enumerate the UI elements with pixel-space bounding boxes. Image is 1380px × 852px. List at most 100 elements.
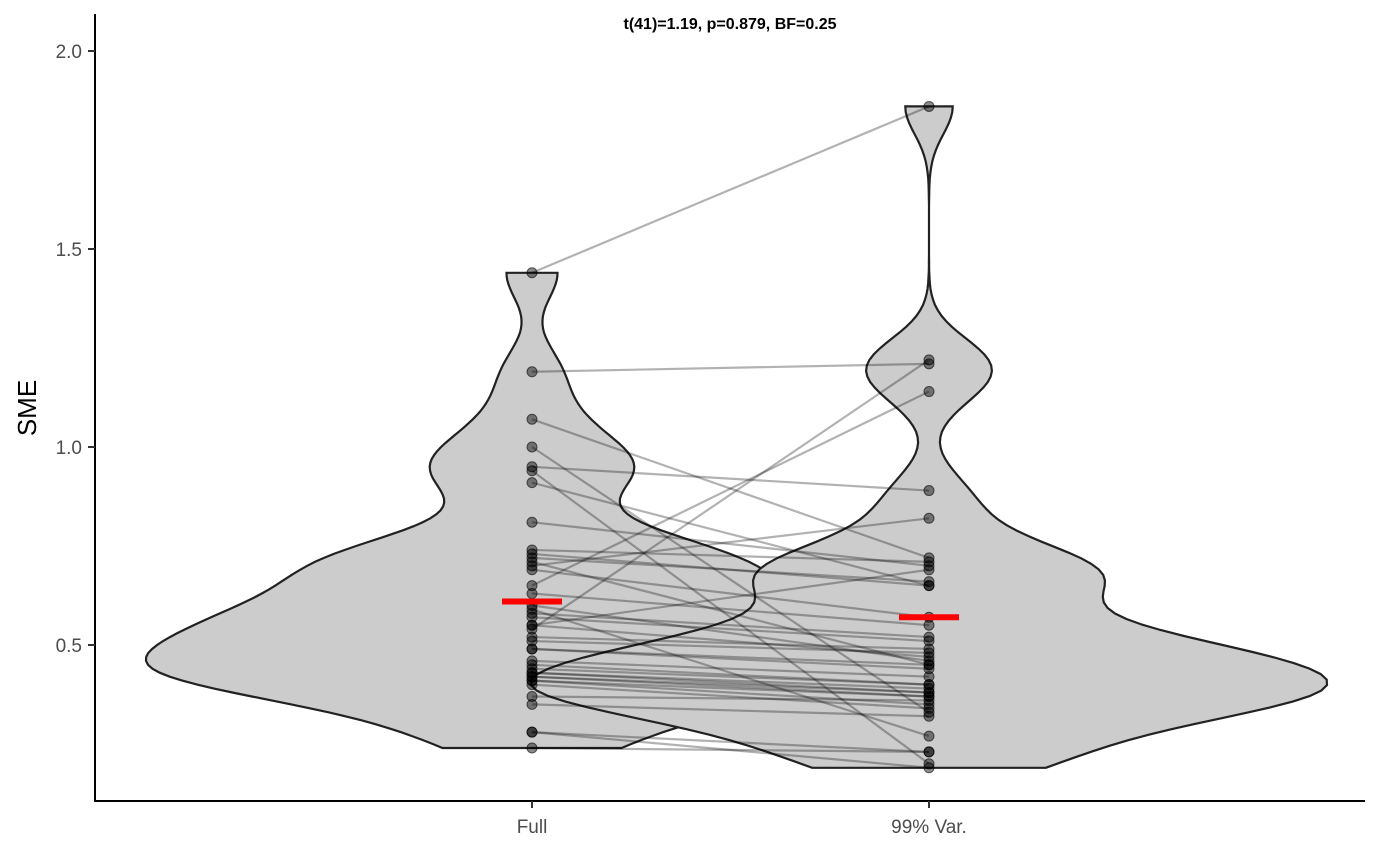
plot-title: t(41)=1.19, p=0.879, BF=0.25 (623, 16, 836, 33)
pair-line (531, 521, 930, 567)
data-point (923, 762, 935, 774)
pair-line (531, 604, 930, 662)
data-point (526, 671, 538, 683)
pair-line (531, 548, 930, 563)
data-point (526, 607, 538, 619)
data-point (923, 698, 935, 710)
data-point (923, 687, 935, 699)
pair-line (531, 647, 930, 670)
pair-line (531, 469, 930, 765)
data-point (526, 441, 538, 453)
pair-line (531, 105, 930, 274)
data-point (526, 635, 538, 647)
data-point (923, 100, 935, 112)
pair-line (531, 358, 930, 631)
data-point (526, 619, 538, 631)
pair-line (531, 556, 930, 583)
pair-line (531, 481, 930, 587)
data-point (923, 556, 935, 568)
pair-line (531, 746, 930, 754)
data-point (526, 564, 538, 576)
data-point (526, 667, 538, 679)
data-point (526, 655, 538, 667)
data-point (526, 544, 538, 556)
data-point (923, 730, 935, 742)
data-point (526, 413, 538, 425)
data-point (923, 655, 935, 667)
data-point (526, 611, 538, 623)
violin-1 (529, 105, 1329, 769)
data-point (526, 556, 538, 568)
pair-line (531, 671, 930, 690)
data-point (923, 619, 935, 631)
y-tick-label: 0.5 (56, 636, 82, 657)
pair-line (531, 362, 930, 373)
data-point (923, 512, 935, 524)
x-ticks: Full 99% Var. (517, 801, 967, 838)
data-point (526, 580, 538, 592)
data-point (923, 710, 935, 722)
data-point (526, 366, 538, 378)
violins (144, 105, 1329, 769)
paired-lines (531, 105, 930, 769)
pair-line (531, 679, 930, 698)
pair-line (531, 560, 930, 666)
data-point (923, 485, 935, 497)
pair-line (531, 639, 930, 655)
data-point (923, 631, 935, 643)
pair-line (531, 675, 930, 698)
pair-line (531, 675, 930, 694)
pair-line (531, 465, 930, 492)
pair-line (531, 647, 930, 666)
data-point (526, 742, 538, 754)
data-point (526, 516, 538, 528)
pair-line (531, 635, 930, 651)
data-point (923, 746, 935, 758)
data-point (923, 659, 935, 671)
pair-line (531, 667, 930, 686)
pair-line (531, 731, 930, 754)
data-point (526, 663, 538, 675)
data-point (526, 643, 538, 655)
data-point (923, 560, 935, 572)
data-point (526, 726, 538, 738)
data-points (526, 100, 935, 774)
data-point (526, 679, 538, 691)
pair-line (531, 390, 930, 587)
pair-line (531, 731, 930, 769)
pair-line (531, 592, 930, 627)
data-point (923, 643, 935, 655)
data-point (526, 623, 538, 635)
data-point (923, 354, 935, 366)
data-point (923, 564, 935, 576)
pair-line (531, 568, 930, 619)
data-point (526, 675, 538, 687)
mean-markers (502, 598, 959, 621)
data-point (526, 698, 538, 710)
data-point (923, 647, 935, 659)
pair-line (531, 695, 930, 702)
data-point (526, 631, 538, 643)
data-point (526, 465, 538, 477)
pair-line (531, 624, 930, 658)
data-point (923, 683, 935, 695)
data-point (526, 477, 538, 489)
data-point (923, 576, 935, 588)
pair-line (531, 616, 930, 643)
y-tick-label: 1.0 (56, 438, 82, 459)
pair-line (531, 517, 930, 567)
pair-line (531, 568, 930, 627)
data-point (526, 548, 538, 560)
data-point (526, 552, 538, 564)
data-point (923, 651, 935, 663)
data-point (923, 694, 935, 706)
data-point (526, 588, 538, 600)
y-tick-label: 2.0 (56, 42, 82, 63)
data-point (923, 679, 935, 691)
data-point (526, 267, 538, 279)
data-point (923, 552, 935, 564)
pair-line (531, 703, 930, 718)
pair-line (531, 418, 930, 559)
pair-line (531, 612, 930, 639)
